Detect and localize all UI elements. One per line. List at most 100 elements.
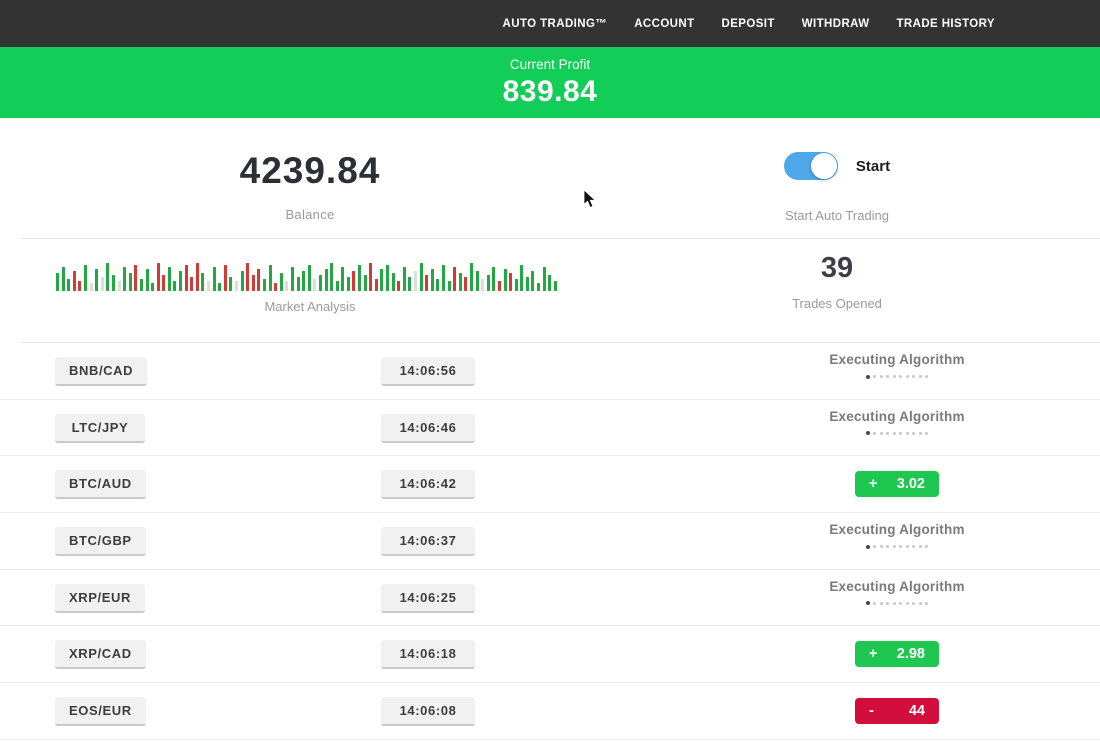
- chart-bar: [352, 271, 356, 291]
- chart-bar: [100, 277, 104, 291]
- progress-dot: [873, 601, 877, 605]
- nav-item-deposit[interactable]: DEPOSIT: [721, 17, 775, 30]
- chart-bar: [374, 279, 378, 291]
- nav-item-withdraw[interactable]: WITHDRAW: [801, 17, 870, 30]
- chart-bar: [218, 283, 222, 291]
- market-analysis-label: Market Analysis: [264, 299, 356, 314]
- trade-time-badge: 14:06:18: [381, 640, 475, 670]
- nav-item-account[interactable]: ACCOUNT: [634, 17, 695, 30]
- chart-bar: [139, 279, 143, 291]
- result-badge-gain: +3.02: [855, 471, 939, 498]
- chart-bar: [386, 265, 390, 291]
- chart-bar: [167, 267, 171, 291]
- chart-bar: [212, 267, 216, 291]
- chart-bar: [335, 281, 339, 291]
- progress-dot: [899, 545, 903, 549]
- pair-badge[interactable]: BTC/GBP: [55, 527, 146, 557]
- result-sign: -: [869, 703, 874, 720]
- progress-dot: [912, 545, 916, 549]
- chart-bar: [453, 267, 457, 291]
- chart-bar: [240, 271, 244, 291]
- chart-bar: [235, 281, 238, 291]
- trade-status: Executing Algorithm: [817, 522, 977, 549]
- progress-dots: [817, 601, 977, 606]
- start-toggle-label: Start: [855, 157, 891, 175]
- progress-dot: [918, 601, 922, 605]
- progress-dot-active: [865, 374, 870, 379]
- chart-bar: [89, 283, 93, 291]
- chart-bar: [123, 267, 127, 291]
- chart-bar: [111, 275, 115, 291]
- progress-dot: [886, 375, 890, 378]
- progress-dot-active: [865, 601, 870, 606]
- result-badge-loss: - 44: [855, 698, 939, 725]
- chart-bar: [78, 281, 82, 291]
- progress-dot: [899, 431, 903, 435]
- progress-dot: [899, 375, 903, 378]
- chart-bar: [408, 277, 412, 291]
- chart-bar: [363, 275, 367, 291]
- chart-bar: [72, 271, 76, 291]
- pair-badge[interactable]: BTC/AUD: [55, 470, 146, 500]
- trade-result: +2.98: [817, 641, 977, 668]
- chart-bar: [548, 275, 552, 291]
- start-auto-trading-label: Start Auto Trading: [784, 208, 890, 223]
- progress-dots: [817, 431, 977, 436]
- chart-bar: [542, 267, 546, 291]
- trade-row: BTC/GBP 14:06:37 Executing Algorithm: [0, 513, 1100, 570]
- chart-bar: [313, 279, 317, 291]
- chart-bar: [302, 271, 306, 291]
- progress-dot: [912, 431, 916, 435]
- nav-item-auto-trading[interactable]: AUTO TRADING™: [502, 17, 608, 30]
- progress-dot: [918, 375, 922, 378]
- nav-item-trade-history[interactable]: TRADE HISTORY: [896, 17, 995, 30]
- top-nav: AUTO TRADING™ ACCOUNT DEPOSIT WITHDRAW TRADE…: [0, 0, 1100, 47]
- progress-dot: [925, 431, 929, 435]
- progress-dot: [905, 431, 909, 435]
- pair-badge[interactable]: LTC/JPY: [55, 413, 145, 443]
- progress-dot: [879, 431, 883, 435]
- pair-badge[interactable]: XRP/EUR: [55, 583, 145, 613]
- progress-dot: [918, 545, 922, 549]
- pair-badge[interactable]: XRP/CAD: [55, 640, 146, 670]
- chart-bar: [106, 263, 110, 291]
- progress-dot: [886, 545, 890, 549]
- chart-bar: [520, 265, 524, 291]
- executing-algorithm-label: Executing Algorithm: [829, 522, 965, 538]
- chart-bar: [391, 273, 395, 291]
- result-value: 2.98: [896, 646, 925, 663]
- chart-bar: [257, 269, 261, 291]
- chart-bar: [307, 265, 311, 291]
- chart-bar: [95, 269, 99, 291]
- progress-dot: [925, 601, 929, 605]
- chart-bar: [190, 277, 194, 291]
- pair-badge[interactable]: EOS/EUR: [55, 697, 146, 727]
- trades-opened-label: Trades Opened: [792, 296, 882, 311]
- executing-algorithm-label: Executing Algorithm: [829, 352, 965, 367]
- trade-result: - 44: [817, 698, 977, 725]
- trade-time-badge: 14:06:37: [381, 527, 475, 557]
- progress-dot: [918, 431, 922, 435]
- progress-dot: [892, 601, 896, 605]
- chart-bar: [67, 279, 71, 291]
- trades-opened-value: 39: [820, 252, 854, 284]
- chart-bar: [380, 269, 384, 291]
- progress-dots: [817, 374, 977, 379]
- chart-bar: [414, 271, 417, 291]
- chart-bar: [497, 281, 501, 291]
- pair-badge[interactable]: BNB/CAD: [55, 357, 148, 386]
- executing-algorithm-label: Executing Algorithm: [829, 408, 965, 424]
- chart-bar: [509, 273, 513, 291]
- chart-bar: [83, 265, 87, 291]
- chart-bar: [285, 281, 289, 291]
- progress-dot: [879, 545, 883, 549]
- chart-bar: [464, 277, 468, 291]
- progress-dot: [886, 601, 890, 605]
- auto-trading-block: Start Start Auto Trading: [737, 118, 937, 223]
- progress-dot: [873, 431, 877, 435]
- toggle-knob-icon: [810, 153, 837, 179]
- auto-trading-toggle[interactable]: [783, 152, 838, 180]
- trade-time-badge: 14:06:46: [381, 413, 475, 443]
- balance-block: 4239.84 Balance: [0, 118, 620, 222]
- progress-dot: [892, 545, 896, 549]
